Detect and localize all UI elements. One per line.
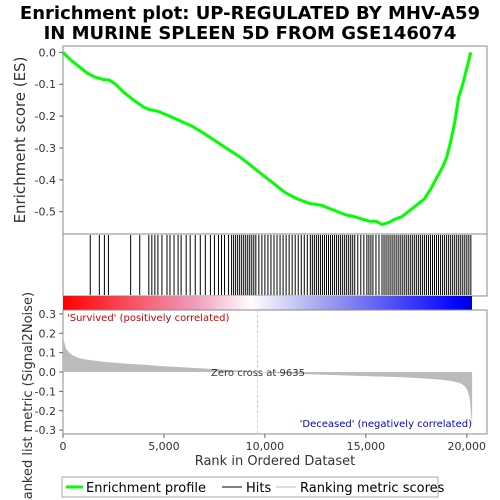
x-tick-label: 15,000 (347, 440, 386, 453)
es-y-tick-label: -0.1 (35, 78, 56, 91)
rank-y-tick-label: 0.0 (39, 366, 57, 379)
hit-marks (89, 235, 472, 295)
rank-y-tick-label: -0.3 (35, 424, 56, 437)
x-ticks: 0 5,000 10,000 15,000 20,000 (60, 434, 487, 453)
x-tick-label: 10,000 (246, 440, 285, 453)
es-y-tick-label: -0.3 (35, 142, 56, 155)
legend-frame (61, 476, 439, 498)
chart-title-line-1: Enrichment plot: UP-REGULATED BY MHV-A59 (20, 3, 480, 24)
legend-hits-label: Hits (246, 481, 271, 496)
rank-color-bar (63, 296, 472, 310)
es-y-axis-label: Enrichment score (ES) (11, 57, 29, 224)
es-panel-frame (62, 45, 488, 235)
es-line-group (61, 51, 473, 226)
rank-y-tick-label: 0.2 (39, 327, 57, 340)
es-y-ticks: 0.0 -0.1 -0.2 -0.3 -0.4 -0.5 (35, 46, 63, 219)
chart-title-line-2: IN MURINE SPLEEN 5D FROM GSE146074 (44, 23, 457, 44)
rank-y-tick-label: 0.3 (39, 308, 57, 321)
rank-y-ticks: 0.3 0.2 0.1 0.0 -0.1 -0.2 -0.3 (35, 308, 63, 437)
metric-area-group (63, 310, 473, 434)
es-y-tick-label: -0.4 (35, 174, 56, 187)
x-tick-label: 20,000 (448, 440, 487, 453)
positive-correlation-label: 'Survived' (positively correlated) (67, 313, 230, 324)
x-tick-label: 0 (60, 440, 67, 453)
es-y-tick-label: -0.2 (35, 110, 56, 123)
hits-panel-frame (62, 233, 488, 297)
negative-correlation-label: 'Deceased' (negatively correlated) (300, 419, 472, 430)
legend: Enrichment profile Hits Ranking metric s… (61, 476, 445, 498)
es-y-tick-label: -0.5 (35, 206, 56, 219)
legend-metric-label: Ranking metric scores (300, 481, 445, 496)
es-curve (61, 51, 473, 226)
x-tick-label: 5,000 (148, 440, 180, 453)
zero-cross-label: Zero cross at 9635 (211, 368, 305, 379)
es-y-tick-label: 0.0 (39, 46, 57, 59)
rank-y-tick-label: -0.2 (35, 405, 56, 418)
rank-y-tick-label: 0.1 (39, 347, 57, 360)
rank-y-axis-label: Ranked list metric (Signal2Noise) (21, 292, 36, 500)
x-axis-label: Rank in Ordered Dataset (195, 454, 356, 469)
rank-y-tick-label: -0.1 (35, 385, 56, 398)
legend-es-label: Enrichment profile (86, 481, 206, 496)
